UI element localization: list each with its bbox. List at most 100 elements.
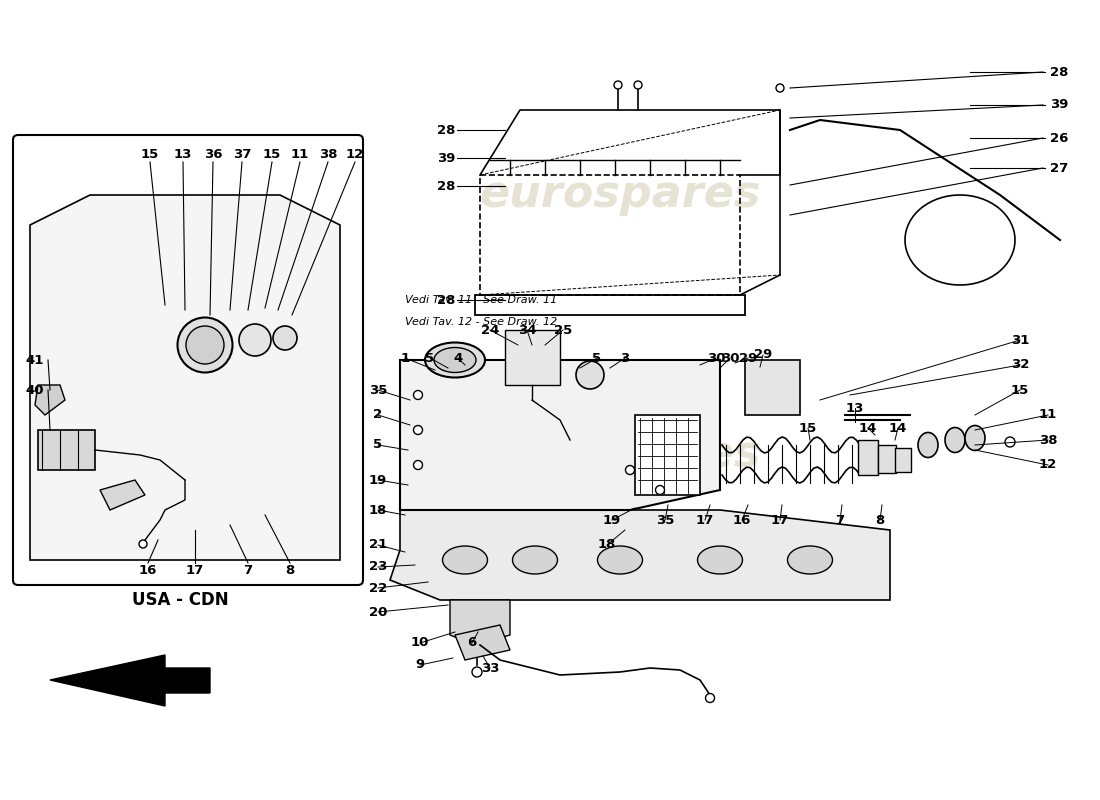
Text: 11: 11 xyxy=(1038,409,1057,422)
Ellipse shape xyxy=(776,84,784,92)
Polygon shape xyxy=(450,600,510,645)
Text: 41: 41 xyxy=(25,354,44,366)
Text: USA - CDN: USA - CDN xyxy=(132,591,229,609)
Text: 6: 6 xyxy=(468,637,476,650)
Polygon shape xyxy=(390,510,890,600)
Text: 35: 35 xyxy=(368,383,387,397)
Text: 3: 3 xyxy=(620,351,629,365)
Text: 7: 7 xyxy=(243,563,253,577)
Bar xyxy=(858,440,878,475)
Text: 19: 19 xyxy=(368,474,387,486)
Ellipse shape xyxy=(273,326,297,350)
Text: 40: 40 xyxy=(25,383,44,397)
Ellipse shape xyxy=(513,546,558,574)
Ellipse shape xyxy=(177,318,232,373)
Text: 39: 39 xyxy=(1050,98,1068,111)
Text: 37: 37 xyxy=(233,149,251,162)
Text: 29: 29 xyxy=(754,349,772,362)
Text: Vedi Tav. 11 - See Draw. 11: Vedi Tav. 11 - See Draw. 11 xyxy=(405,295,558,305)
Text: 32: 32 xyxy=(1011,358,1030,371)
Bar xyxy=(745,360,800,415)
Text: 27: 27 xyxy=(1050,162,1068,174)
Text: 17: 17 xyxy=(696,514,714,526)
Text: 8: 8 xyxy=(876,514,884,526)
Text: 14: 14 xyxy=(859,422,877,434)
Text: 38: 38 xyxy=(1038,434,1057,446)
Polygon shape xyxy=(400,360,720,510)
Text: 11: 11 xyxy=(290,149,309,162)
Text: 29: 29 xyxy=(739,351,757,365)
Text: 18: 18 xyxy=(368,503,387,517)
Text: 12: 12 xyxy=(1038,458,1057,471)
Ellipse shape xyxy=(705,694,715,702)
Text: 20: 20 xyxy=(368,606,387,618)
Text: Vedi Tav. 12 - See Draw. 12: Vedi Tav. 12 - See Draw. 12 xyxy=(405,317,558,327)
Ellipse shape xyxy=(442,546,487,574)
Text: 28: 28 xyxy=(437,179,455,193)
Text: 28: 28 xyxy=(1050,66,1068,78)
Text: 16: 16 xyxy=(139,563,157,577)
Text: 16: 16 xyxy=(733,514,751,526)
Text: 4: 4 xyxy=(453,351,463,365)
Ellipse shape xyxy=(425,342,485,378)
Ellipse shape xyxy=(918,433,938,458)
Ellipse shape xyxy=(139,540,147,548)
Text: 5: 5 xyxy=(593,351,602,365)
Text: eurospares: eurospares xyxy=(50,443,331,486)
Text: eurospares: eurospares xyxy=(480,434,761,477)
Ellipse shape xyxy=(614,81,622,89)
Text: 21: 21 xyxy=(368,538,387,551)
Polygon shape xyxy=(39,430,95,470)
Text: 5: 5 xyxy=(426,351,434,365)
Ellipse shape xyxy=(965,426,985,450)
Ellipse shape xyxy=(634,81,642,89)
Text: 17: 17 xyxy=(186,563,205,577)
Text: 18: 18 xyxy=(597,538,616,551)
Text: 24: 24 xyxy=(481,323,499,337)
Text: 33: 33 xyxy=(481,662,499,674)
Ellipse shape xyxy=(434,347,476,373)
Ellipse shape xyxy=(697,546,742,574)
Bar xyxy=(505,330,560,385)
Ellipse shape xyxy=(186,326,224,364)
Text: 23: 23 xyxy=(368,561,387,574)
Text: 10: 10 xyxy=(410,637,429,650)
Text: 14: 14 xyxy=(889,422,908,434)
Ellipse shape xyxy=(414,390,422,399)
Ellipse shape xyxy=(788,546,833,574)
Text: 15: 15 xyxy=(141,149,160,162)
Text: 35: 35 xyxy=(656,514,674,526)
Text: 13: 13 xyxy=(174,149,192,162)
Text: eurospares: eurospares xyxy=(89,306,282,334)
Text: 30: 30 xyxy=(706,351,725,365)
Text: 39: 39 xyxy=(437,151,455,165)
Ellipse shape xyxy=(414,461,422,470)
Bar xyxy=(878,445,896,473)
Text: eurospares: eurospares xyxy=(480,174,761,217)
Text: 30: 30 xyxy=(720,351,739,365)
Text: 9: 9 xyxy=(416,658,425,671)
Text: 15: 15 xyxy=(1011,383,1030,397)
Polygon shape xyxy=(30,195,340,560)
Text: 34: 34 xyxy=(518,323,537,337)
Text: 2: 2 xyxy=(373,409,383,422)
FancyBboxPatch shape xyxy=(13,135,363,585)
Ellipse shape xyxy=(656,486,664,494)
Text: 38: 38 xyxy=(319,149,338,162)
Ellipse shape xyxy=(414,426,422,434)
Text: 26: 26 xyxy=(1050,131,1068,145)
Polygon shape xyxy=(455,625,510,660)
Ellipse shape xyxy=(945,427,965,453)
Text: 8: 8 xyxy=(285,563,295,577)
Bar xyxy=(635,415,700,495)
Text: 31: 31 xyxy=(1011,334,1030,346)
Ellipse shape xyxy=(239,324,271,356)
Text: 12: 12 xyxy=(345,149,364,162)
Text: 15: 15 xyxy=(799,422,817,434)
Text: 36: 36 xyxy=(204,149,222,162)
Text: 1: 1 xyxy=(400,351,409,365)
Text: 25: 25 xyxy=(554,323,572,337)
Text: 5: 5 xyxy=(373,438,383,451)
Polygon shape xyxy=(100,480,145,510)
Text: 15: 15 xyxy=(263,149,282,162)
